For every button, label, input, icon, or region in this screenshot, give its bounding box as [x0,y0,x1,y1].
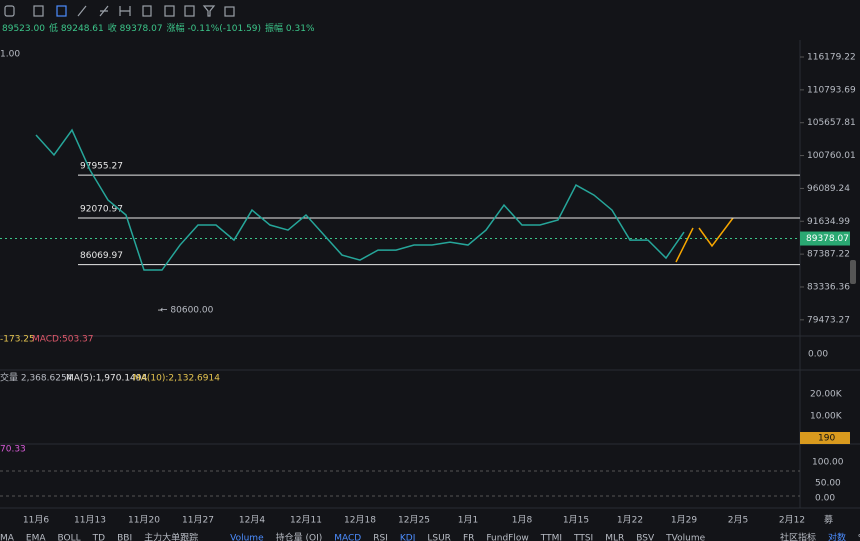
macd-axis: 0.00 [808,350,828,360]
indicator-tab[interactable]: % [858,534,860,541]
x-tick-label: 1月15 [563,515,589,526]
price-line-label: 86069.97 [80,251,123,261]
indicator-tab[interactable]: TTMI [540,534,562,541]
x-tick-label: 11月27 [182,515,214,526]
y-tick-label: 91634.99 [807,217,850,227]
tool-icon[interactable] [224,6,235,17]
indicator-tab[interactable]: 主力大单跟踪 [144,532,198,541]
indicator-tab[interactable]: EMA [26,534,46,541]
indicator-tab[interactable]: LSUR [427,534,451,541]
last-price-label: 89378.07 [806,234,849,244]
indicator-tab[interactable]: KDJ [400,534,416,541]
kdj-axis: 50.00 [815,479,841,489]
x-tick-label: 11月13 [74,515,106,526]
x-tick-label: 1月22 [617,515,643,526]
indicator-tab[interactable]: FR [463,534,474,541]
volume-axis: 10.00K [810,412,843,422]
y-tick-label: 96089.24 [807,184,850,194]
indicator-tab[interactable]: Volume [230,534,264,541]
last-price-badge [800,231,850,246]
x-tick-label: 12月18 [344,515,376,526]
price-line-label: 97955.27 [80,162,123,172]
y-tick-label: 100760.01 [807,151,856,161]
x-tick-label: 11月20 [128,515,160,526]
tool-icon[interactable] [99,5,109,17]
indicator-tab[interactable]: MLR [605,534,624,541]
price-line-label: 92070.97 [80,204,123,214]
ohlc-item: 振幅 0.31% [265,22,315,34]
volume-ma10: MA(10):2,132.6914 [133,374,220,384]
macd-value: -173.25 [0,335,35,345]
volume-label: 交量 2,368.6254 [0,372,73,384]
indicator-tab[interactable]: BOLL [58,534,81,541]
axis-corner: 募 [824,514,833,526]
ohlc-info: 89523.00 低 89248.61 收 89378.07 涨幅 -0.11%(-1… [2,22,315,34]
y-tick-label: 105657.81 [807,118,856,128]
y-tick-label: 87387.22 [807,250,850,260]
kdj-axis: 0.00 [815,494,835,504]
tool-icon[interactable] [142,5,152,17]
indicator-tab[interactable]: BBI [117,534,132,541]
x-tick-label: 1月8 [512,515,533,526]
volume-badge [800,432,850,444]
indicator-tab[interactable]: MA [0,534,15,541]
tool-icon[interactable] [77,5,87,17]
indicator-tab[interactable]: 持仓量 (OI) [276,532,323,541]
x-tick-label: 12月4 [239,515,265,526]
volume-ma5: MA(5):1,970.1494 [66,374,148,384]
price-line-series [35,128,685,271]
tool-icon[interactable] [4,5,15,17]
kdj-label: 70.33 [0,445,26,455]
x-tick-label: 1月29 [671,515,697,526]
volume-badge-text: 190 [818,434,835,444]
macd-label: MACD:503.37 [32,335,94,345]
x-tick-label: 12月11 [290,515,322,526]
indicator-tab[interactable]: 对数 [828,532,846,541]
indicator-tab[interactable]: BSV [636,534,655,541]
x-tick-label: 1月1 [458,515,478,526]
tool-icon[interactable] [119,6,131,16]
toolbar [4,5,235,17]
indicator-tab[interactable]: 社区指标 [780,532,816,541]
y-tick-label: 116179.22 [807,53,856,63]
indicator-tab[interactable]: TD [92,534,105,541]
indicator-tab[interactable]: FundFlow [486,534,528,541]
ohlc-item: 涨幅 -0.11%(-101.59) [167,22,261,34]
ohlc-item: 低 89248.61 [49,22,104,34]
indicator-tab[interactable]: TTSI [573,534,593,541]
indicator-tab[interactable]: MACD [334,534,361,541]
x-tick-label: 11月6 [23,515,49,526]
tool-icon[interactable] [184,5,195,17]
indicator-tab[interactable]: TVolume [665,534,705,541]
tool-icon[interactable] [56,5,67,17]
indicator-tab[interactable]: RSI [373,534,388,541]
low-marker-label: ← 80600.00 [160,306,214,316]
x-tick-label: 2月12 [779,515,805,526]
corner-label: 1.00 [0,50,20,60]
kdj-axis: 100.00 [812,458,844,468]
user-drawing[interactable] [675,217,734,263]
scrollbar[interactable] [850,260,856,284]
tool-icon[interactable] [33,5,44,17]
volume-axis: 20.00K [810,390,843,400]
y-tick-label: 110793.69 [807,85,856,95]
indicator-tabs: MA EMA BOLL TD BBI 主力大单跟踪 Volume 持仓量 (OI) MACD RS… [0,532,860,541]
tool-icon[interactable] [202,5,216,17]
tool-icon[interactable] [164,5,175,17]
x-tick-label: 2月5 [728,515,748,526]
ohlc-item: 收 89378.07 [108,22,163,34]
y-tick-label: 79473.27 [807,315,850,325]
ohlc-item: 89523.00 [2,24,45,34]
y-tick-label: 83336.36 [807,282,850,292]
x-tick-label: 12月25 [398,515,430,526]
